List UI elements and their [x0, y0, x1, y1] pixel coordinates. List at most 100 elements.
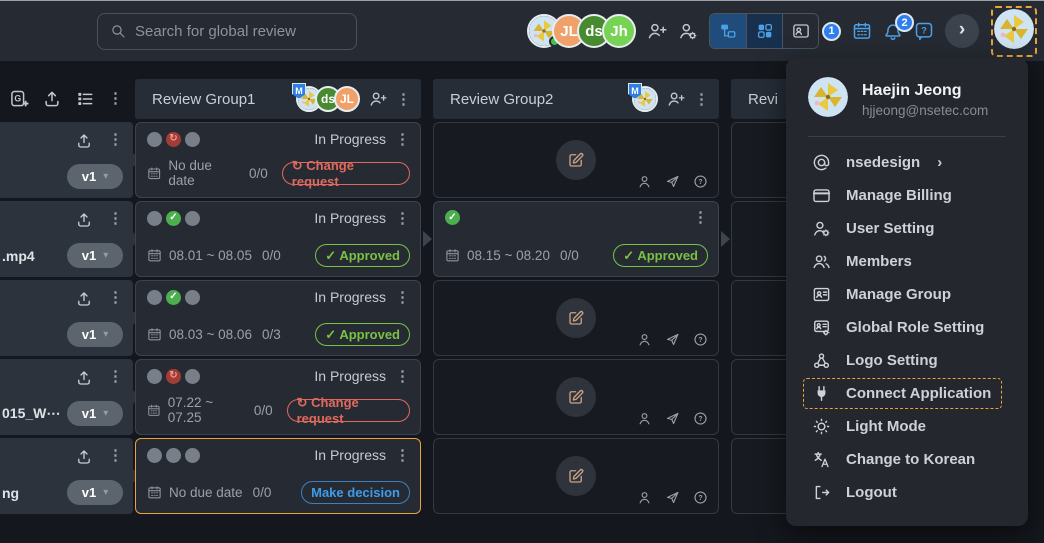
add-group-icon[interactable]: G	[9, 89, 29, 109]
kebab-menu-icon[interactable]: ⋮	[108, 90, 123, 107]
review-card[interactable]: ✓ In Progress ⋮ 08.01 ~ 08.05 0/0 ✓ Appr…	[135, 201, 421, 277]
asset-row[interactable]: ⋮ v1 ▾	[0, 122, 133, 198]
add-member-icon[interactable]	[369, 90, 387, 108]
person-icon[interactable]	[637, 332, 652, 347]
menu-item-light-mode[interactable]: Light Mode ›	[786, 410, 1028, 443]
upload-version-icon[interactable]	[75, 211, 93, 229]
menu-item-members[interactable]: Members ›	[786, 245, 1028, 278]
menu-item-manage-billing[interactable]: Manage Billing ›	[786, 179, 1028, 212]
decision-badge[interactable]: ✓ Approved	[613, 244, 708, 267]
kebab-menu-icon[interactable]: ⋮	[108, 368, 123, 385]
kebab-menu-icon[interactable]: ⋮	[108, 447, 123, 464]
review-card[interactable]: In Progress ⋮ No due date 0/0 Make decis…	[135, 438, 421, 514]
kebab-menu-icon[interactable]: ⋮	[395, 446, 410, 464]
collapse-toolbar-button[interactable]: ›	[945, 14, 979, 48]
version-dropdown[interactable]: v1 ▾	[67, 401, 123, 426]
menu-item-label: Members	[846, 253, 912, 270]
avatar-JL[interactable]: JL	[334, 86, 360, 112]
create-review-button[interactable]	[556, 456, 596, 496]
kebab-menu-icon[interactable]: ⋮	[395, 209, 410, 227]
avatar-ds[interactable]: ds	[315, 86, 341, 112]
decision-badge[interactable]: ↻ Change request	[286, 395, 410, 426]
kebab-menu-icon[interactable]: ⋮	[108, 131, 123, 148]
search-input[interactable]	[135, 22, 325, 40]
decision-badge[interactable]: ✓ Approved	[315, 244, 410, 267]
asset-row[interactable]: ⋮ v1 ▾	[0, 280, 133, 356]
version-dropdown[interactable]: v1 ▾	[67, 480, 123, 505]
send-icon[interactable]	[665, 332, 680, 347]
profile-avatar-button[interactable]	[991, 5, 1037, 57]
kebab-menu-icon[interactable]: ⋮	[396, 90, 411, 108]
menu-item-change-to-korean[interactable]: Change to Korean ›	[786, 443, 1028, 476]
kebab-menu-icon[interactable]: ⋮	[108, 210, 123, 227]
review-card[interactable]: ✓ ⋮ 08.15 ~ 08.20 0/0 ✓ Approved	[433, 201, 719, 277]
pinwheel-avatar[interactable]	[994, 8, 1034, 49]
pinwheel-avatar[interactable]: M	[628, 83, 658, 112]
notifications-button[interactable]: 2	[883, 13, 914, 41]
asset-row[interactable]: ⋮ .mp4 v1 ▾	[0, 201, 133, 277]
card-view-icon	[792, 22, 810, 40]
avatar-Jh[interactable]: Jh	[602, 14, 636, 48]
upload-version-icon[interactable]	[75, 290, 93, 308]
tree-view-button[interactable]	[710, 14, 746, 48]
global-search[interactable]	[97, 12, 357, 50]
person-icon[interactable]	[637, 490, 652, 505]
review-card[interactable]: ↻ In Progress ⋮ No due date 0/0 ↻ Change…	[135, 122, 421, 198]
menu-item-logo-setting[interactable]: Logo Setting ›	[786, 344, 1028, 377]
asset-row[interactable]: ⋮ 015_W⋯ v1 ▾	[0, 359, 133, 435]
kebab-menu-icon[interactable]: ⋮	[694, 90, 709, 108]
menu-item-nsedesign[interactable]: nsedesign ›	[786, 146, 1028, 179]
menu-item-label: Logout	[846, 484, 897, 501]
review-group-header[interactable]: Review Group2 M ⋮	[433, 79, 719, 119]
upload-icon[interactable]	[42, 89, 62, 109]
help-circle-icon[interactable]: ?	[693, 490, 708, 505]
upload-version-icon[interactable]	[75, 132, 93, 150]
send-icon[interactable]	[665, 174, 680, 189]
online-member-avatars[interactable]: JL ds Jh	[527, 14, 636, 48]
review-card[interactable]: ✓ In Progress ⋮ 08.03 ~ 08.06 0/3 ✓ Appr…	[135, 280, 421, 356]
person-icon[interactable]	[637, 174, 652, 189]
review-count: 0/3	[261, 327, 281, 342]
create-review-button[interactable]	[556, 377, 596, 417]
help-circle-icon[interactable]: ?	[693, 411, 708, 426]
send-icon[interactable]	[665, 490, 680, 505]
asset-row[interactable]: ⋮ ng v1 ▾	[0, 438, 133, 514]
review-card[interactable]: ↻ In Progress ⋮ 07.22 ~ 07.25 0/0 ↻ Chan…	[135, 359, 421, 435]
create-review-button[interactable]	[556, 298, 596, 338]
kebab-menu-icon[interactable]: ⋮	[693, 209, 708, 226]
upload-version-icon[interactable]	[75, 448, 93, 466]
pinwheel-avatar[interactable]: M	[292, 83, 322, 112]
decision-badge[interactable]: ↻ Change request	[281, 158, 410, 189]
list-view-icon[interactable]	[75, 89, 95, 109]
upload-version-icon[interactable]	[75, 369, 93, 387]
send-icon[interactable]	[665, 411, 680, 426]
kebab-menu-icon[interactable]: ⋮	[108, 289, 123, 306]
card-view-button[interactable]	[782, 14, 818, 48]
user-manage-icon[interactable]	[678, 21, 698, 41]
create-review-button[interactable]	[556, 140, 596, 180]
menu-item-connect-application[interactable]: Connect Application ›	[803, 378, 1002, 409]
help-circle-icon[interactable]: ?	[693, 174, 708, 189]
calendar-icon[interactable]	[852, 21, 872, 41]
decision-badge[interactable]: ✓ Approved	[315, 323, 410, 346]
kebab-menu-icon[interactable]: ⋮	[395, 130, 410, 148]
menu-item-logout[interactable]: Logout ›	[786, 476, 1028, 509]
invite-user-icon[interactable]	[647, 21, 667, 41]
kebab-menu-icon[interactable]: ⋮	[395, 367, 410, 385]
version-dropdown[interactable]: v1 ▾	[67, 243, 123, 268]
help-icon[interactable]: ?	[914, 21, 934, 41]
help-circle-icon[interactable]: ?	[693, 332, 708, 347]
review-count: 0/0	[261, 248, 281, 263]
person-icon[interactable]	[637, 411, 652, 426]
grid-view-button[interactable]	[746, 14, 782, 48]
version-dropdown[interactable]: v1 ▾	[67, 164, 123, 189]
decision-badge[interactable]: Make decision	[301, 481, 410, 504]
kebab-menu-icon[interactable]: ⋮	[395, 288, 410, 306]
menu-item-user-setting[interactable]: User Setting ›	[786, 212, 1028, 245]
menu-item-manage-group[interactable]: Manage Group ›	[786, 278, 1028, 311]
menu-item-global-role-setting[interactable]: Global Role Setting ›	[786, 311, 1028, 344]
pinwheel-avatar[interactable]	[808, 77, 848, 117]
add-member-icon[interactable]	[667, 90, 685, 108]
version-dropdown[interactable]: v1 ▾	[67, 322, 123, 347]
